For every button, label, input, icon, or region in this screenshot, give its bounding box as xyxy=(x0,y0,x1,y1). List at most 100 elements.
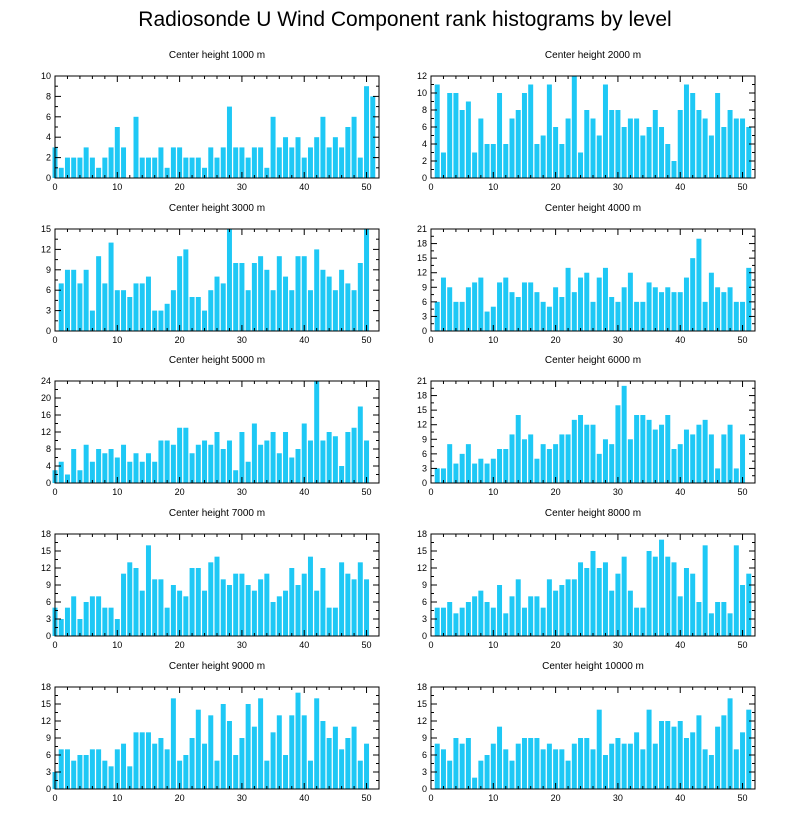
y-tick-label: 15 xyxy=(417,253,427,263)
chart-panel: Center height 6000 m 0 10 20 30 40 50 0 3 6 9 12 15 1… xyxy=(417,355,756,497)
x-tick-label: 50 xyxy=(362,640,372,650)
bar xyxy=(177,427,183,483)
bar xyxy=(627,272,633,331)
bar xyxy=(621,127,627,178)
bar xyxy=(170,698,176,789)
bar xyxy=(534,458,540,483)
bar xyxy=(233,470,239,483)
bar xyxy=(677,721,683,789)
bar xyxy=(652,287,658,331)
bar xyxy=(484,311,490,331)
bar xyxy=(189,738,195,789)
y-tick-label: 12 xyxy=(41,427,51,437)
bar xyxy=(239,263,245,331)
bar xyxy=(127,461,133,483)
bar xyxy=(364,440,370,483)
bar xyxy=(528,738,534,789)
bar xyxy=(314,249,320,331)
bar xyxy=(659,539,665,636)
bar xyxy=(484,463,490,483)
bar xyxy=(152,310,158,331)
bar xyxy=(746,573,752,636)
bar xyxy=(665,415,671,483)
bar xyxy=(214,276,220,331)
bar xyxy=(351,579,357,636)
bar xyxy=(440,277,446,331)
bar xyxy=(270,432,276,483)
y-tick-label: 0 xyxy=(422,326,427,336)
bar xyxy=(690,93,696,178)
bar xyxy=(145,732,151,789)
bar xyxy=(226,229,232,331)
bar xyxy=(326,276,332,331)
bar xyxy=(434,301,440,331)
bar xyxy=(226,585,232,636)
bar xyxy=(145,453,151,483)
bar xyxy=(447,287,453,331)
bar xyxy=(721,127,727,178)
panel-title: Center height 3000 m xyxy=(169,203,265,214)
bar xyxy=(351,290,357,331)
bar xyxy=(177,147,183,178)
bar xyxy=(646,127,652,178)
bar xyxy=(553,287,559,331)
bar xyxy=(503,749,509,789)
bar xyxy=(453,463,459,483)
x-tick-label: 20 xyxy=(175,640,185,650)
x-tick-label: 10 xyxy=(488,182,498,192)
bar xyxy=(307,147,313,178)
bar xyxy=(727,287,733,331)
bar xyxy=(295,256,301,331)
x-tick-label: 30 xyxy=(237,793,247,803)
bar xyxy=(258,147,264,178)
x-tick-label: 20 xyxy=(551,487,561,497)
bar xyxy=(503,144,509,178)
bar xyxy=(177,590,183,636)
y-tick-label: 3 xyxy=(46,614,51,624)
bar xyxy=(351,726,357,789)
bar xyxy=(646,282,652,331)
bar xyxy=(64,749,70,789)
bar xyxy=(301,423,307,483)
bar xyxy=(164,167,170,178)
x-tick-label: 30 xyxy=(613,793,623,803)
bar xyxy=(727,110,733,178)
y-tick-label: 15 xyxy=(417,405,427,415)
bar xyxy=(509,118,515,178)
bar xyxy=(158,738,164,789)
bar xyxy=(659,127,665,178)
bar xyxy=(220,579,226,636)
bar xyxy=(195,568,201,636)
x-tick-label: 0 xyxy=(52,182,57,192)
bar xyxy=(270,732,276,789)
y-tick-label: 6 xyxy=(422,750,427,760)
bar xyxy=(553,590,559,636)
bar xyxy=(77,157,83,178)
bar xyxy=(89,310,95,331)
y-tick-label: 12 xyxy=(417,716,427,726)
bar xyxy=(71,449,77,483)
bar xyxy=(478,760,484,789)
bar xyxy=(546,306,552,331)
chart-panel: Center height 4000 m 0 10 20 30 40 50 0 3 6 9 12 15 1… xyxy=(417,203,756,345)
bar xyxy=(208,444,214,483)
bar xyxy=(270,290,276,331)
panel-title: Center height 1000 m xyxy=(169,50,265,61)
bar xyxy=(364,579,370,636)
bar xyxy=(490,458,496,483)
x-tick-label: 0 xyxy=(428,487,433,497)
bar xyxy=(590,551,596,636)
bar xyxy=(58,283,64,331)
bar xyxy=(696,715,702,789)
bar xyxy=(357,157,363,178)
bar xyxy=(659,292,665,331)
bar xyxy=(183,249,189,331)
panel-title: Center height 9000 m xyxy=(169,661,265,672)
bar xyxy=(740,732,746,789)
bar xyxy=(440,607,446,636)
x-tick-label: 40 xyxy=(299,487,309,497)
y-tick-label: 12 xyxy=(41,563,51,573)
bar xyxy=(258,579,264,636)
bar xyxy=(320,568,326,636)
bar xyxy=(528,434,534,483)
